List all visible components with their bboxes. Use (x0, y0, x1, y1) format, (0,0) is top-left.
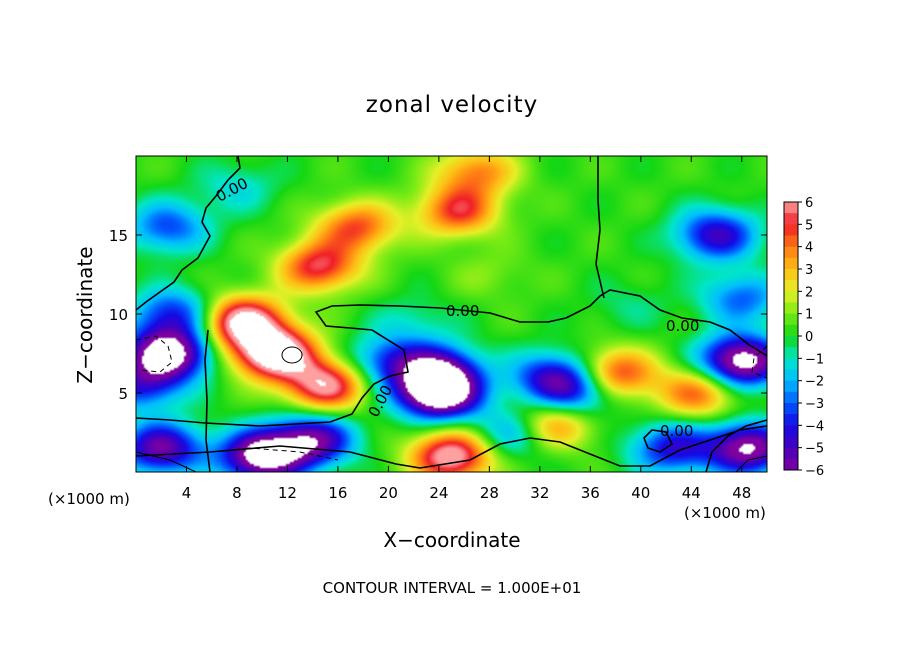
zero-contour-bottom (136, 425, 767, 469)
x-tick-label: 32 (530, 484, 549, 502)
colorbar-cell (784, 302, 798, 315)
solid-contour-bottom-left (136, 451, 197, 472)
x-tick-label: 20 (379, 484, 398, 502)
colorbar-cell (784, 235, 798, 248)
colorbar-cell (784, 347, 798, 359)
plot-area: 0.00 0.00 0.00 0.00 0.00 (135, 155, 768, 473)
colorbar-cell (784, 213, 798, 225)
x-unit-label-right: (×1000 m) (684, 504, 766, 522)
solid-contour-bottom-right (735, 455, 767, 472)
colorbar-cell (784, 380, 798, 393)
heatmap-field (136, 156, 767, 472)
colorbar-cell (784, 280, 798, 292)
chart-title: zonal velocity (366, 92, 538, 118)
contour-label: 0.00 (446, 302, 479, 320)
contour-interval-note: CONTOUR INTERVAL = 1.000E+01 (323, 579, 582, 597)
y-axis: 5 10 15 (109, 227, 767, 403)
colorbar-cell (784, 436, 798, 449)
x-unit-label-left: (×1000 m) (48, 490, 130, 508)
colorbar-cell (784, 269, 798, 281)
colorbar-tick-label: −1 (805, 352, 824, 367)
x-tick-label: 16 (328, 484, 347, 502)
contour-label: 0.00 (666, 317, 699, 335)
colorbar-tick-label: 4 (805, 241, 813, 256)
contour-label: 0.00 (660, 422, 693, 440)
colorbar-tick-label: −5 (805, 442, 824, 457)
colorbar-cell (784, 324, 798, 337)
x-axis-label: X−coordinate (383, 528, 520, 552)
colorbar-tick-label: 1 (805, 308, 813, 323)
colorbar-cell (784, 458, 798, 471)
dashed-contour-right (751, 345, 767, 379)
colorbar-cell (784, 224, 798, 236)
x-tick-label: 28 (480, 484, 499, 502)
colorbar-cell (784, 358, 798, 370)
colorbar-cell (784, 447, 798, 460)
colorbar-tick-label: −6 (805, 464, 824, 479)
colorbar-cell (784, 313, 798, 326)
colorbar-tick-label: −2 (805, 375, 824, 390)
y-tick-label: 10 (109, 306, 128, 324)
colorbar: 6 5 4 3 2 1 0 −1 −2 −3 −4 −5 −6 (783, 196, 824, 479)
small-contour-loop (281, 346, 303, 364)
zero-contour-left-vertical (204, 329, 211, 472)
colorbar-tick-label: 6 (805, 196, 813, 211)
x-axis: 4 8 12 16 20 24 28 32 36 40 44 48 (182, 156, 751, 502)
dashed-contours (136, 335, 767, 472)
colorbar-cell (784, 369, 798, 382)
colorbar-tick-label: −3 (805, 397, 824, 412)
zero-contour-upper-left (136, 156, 241, 311)
zero-contour-middle (136, 289, 767, 427)
x-tick-label: 40 (631, 484, 650, 502)
colorbar-cell (784, 246, 798, 259)
dashed-contour-bottom-left (209, 447, 339, 461)
colorbar-cell (784, 336, 798, 348)
x-tick-label: 8 (232, 484, 242, 502)
colorbar-cell (784, 425, 798, 437)
colorbar-tick-label: 0 (805, 330, 813, 345)
x-tick-label: 12 (278, 484, 297, 502)
zero-contours (136, 156, 767, 472)
colorbar-tick-label: −4 (805, 419, 824, 434)
colorbar-cell (784, 257, 798, 270)
colorbar-cell (784, 202, 798, 214)
zero-contour-right-vertical (595, 156, 605, 299)
y-tick-label: 15 (109, 227, 128, 245)
x-tick-label: 36 (581, 484, 600, 502)
y-axis-label: Z−coordinate (73, 246, 97, 383)
colorbar-cell (784, 291, 798, 303)
colorbar-tick-label: 2 (805, 285, 813, 300)
colorbar-tick-label: 3 (805, 263, 813, 278)
colorbar-cell (784, 391, 798, 404)
colorbar-cell (784, 414, 798, 426)
x-tick-label: 4 (182, 484, 192, 502)
x-tick-label: 24 (429, 484, 448, 502)
y-tick-label: 5 (118, 385, 128, 403)
zero-contour-small-loop (643, 429, 674, 453)
zero-contour-right-lower (705, 419, 767, 472)
x-tick-label: 48 (732, 484, 751, 502)
x-tick-label: 44 (682, 484, 701, 502)
colorbar-cell (784, 403, 798, 415)
colorbar-tick-label: 5 (805, 218, 813, 233)
